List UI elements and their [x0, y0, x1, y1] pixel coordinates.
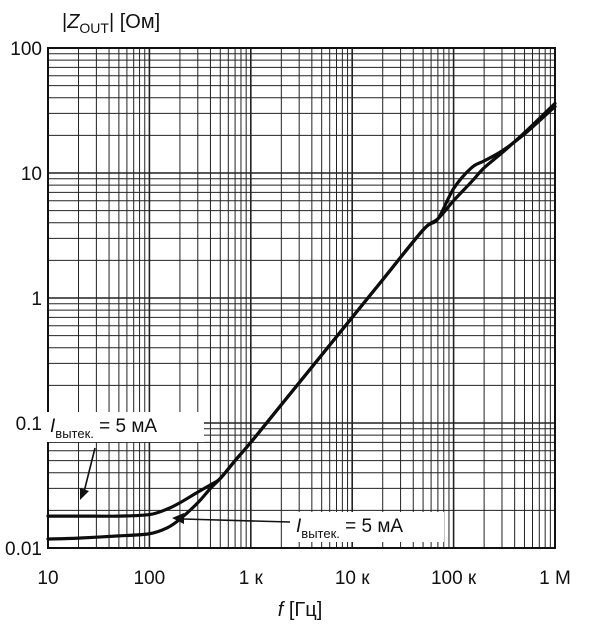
series-line-lower	[46, 101, 557, 541]
y-axis-title-prefix: |	[62, 11, 67, 33]
y-tick-label: 100	[10, 39, 42, 60]
x-tick-label: 100 к	[431, 568, 477, 589]
grid	[48, 48, 555, 548]
annotation-upper-arrowhead	[80, 488, 89, 500]
x-tick-label: 10	[37, 568, 58, 589]
x-axis-title: f [Гц]	[278, 599, 323, 621]
curves	[46, 101, 557, 541]
annotation-lower-value: = 5 мА	[340, 516, 404, 537]
annotation-lower-subscript: вытек.	[301, 526, 340, 541]
plot-frame	[47, 47, 556, 549]
y-tick-label: 10	[21, 164, 42, 185]
annotation-lower-arrow-line	[182, 518, 291, 523]
y-axis-title-symbol: Z	[66, 11, 80, 33]
y-axis-title-suffix: | [Ом]	[109, 11, 160, 33]
annotation-lower-arrowhead	[172, 513, 184, 524]
annotation-upper-arrow-line	[83, 447, 96, 493]
annotation-lower-bg	[292, 512, 444, 542]
series-line-upper	[46, 104, 557, 518]
x-axis-title-unit: [Гц]	[283, 599, 322, 621]
x-axis-title-symbol: f	[278, 599, 286, 621]
y-axis-title: |ZOUT| [Ом]	[62, 11, 160, 36]
x-tick-label: 10 к	[335, 568, 370, 589]
y-tick-label: 1	[31, 289, 42, 310]
x-tick-label: 1 М	[539, 568, 571, 589]
annotation-upper-symbol: I	[50, 416, 56, 437]
annotation-upper-value: = 5 мА	[94, 416, 158, 437]
annotation-lower-symbol: I	[296, 516, 302, 537]
annotation-upper-bg	[46, 412, 204, 442]
x-tick-label: 100	[134, 568, 166, 589]
y-tick-label: 0.1	[16, 414, 42, 435]
x-tick-label: 1 к	[239, 568, 264, 589]
y-tick-label: 0.01	[5, 539, 42, 560]
annotation-lower-label: Iвытек. = 5 мА	[296, 516, 403, 541]
annotation-upper-label: Iвытек. = 5 мА	[50, 416, 157, 441]
y-axis-title-subscript: OUT	[79, 20, 109, 36]
tick-labels: 10 100 1 к 10 к 100 к 1 М 100 10 1 0.1 0.01	[5, 39, 571, 589]
annotation-upper-subscript: вытек.	[55, 426, 94, 441]
